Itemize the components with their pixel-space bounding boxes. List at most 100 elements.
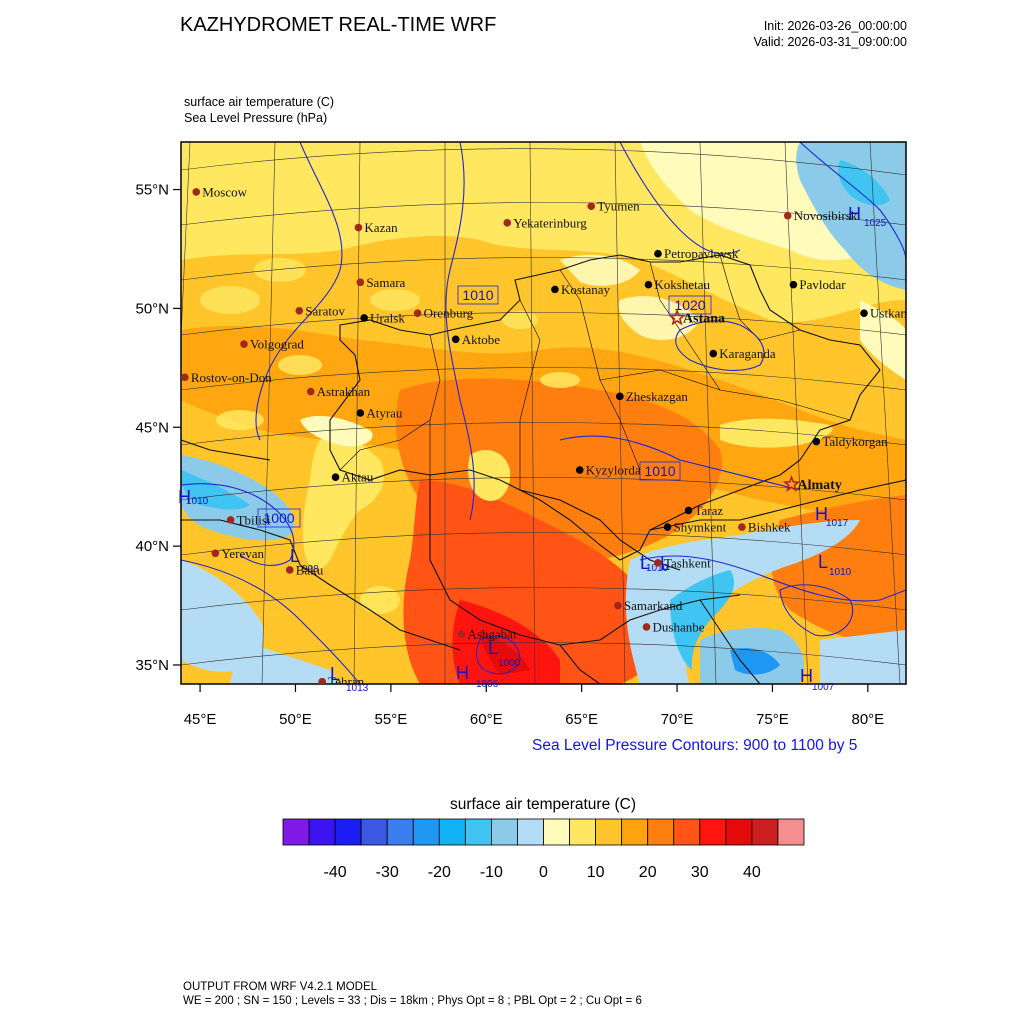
colorbar-swatch <box>308 818 336 846</box>
city-label: Almaty <box>798 478 842 493</box>
field-label-temperature: surface air temperature (C) <box>184 95 335 109</box>
city-dot <box>354 223 363 232</box>
lon-tick-label: 75°E <box>756 711 789 728</box>
city-label: Tyumen <box>597 199 640 214</box>
city-markers: Moscow Kazan Samara Saratov Volgograd Rostov-… <box>181 184 923 689</box>
city-dot <box>356 409 365 417</box>
capital-star-icon <box>668 308 686 326</box>
colorbar-swatch <box>412 818 440 846</box>
colorbar-label: -10 <box>480 864 503 881</box>
city-label: Taldykorgan <box>822 434 888 449</box>
city-dot <box>644 280 653 289</box>
colorbar-label: -20 <box>428 864 451 881</box>
city-label: Orenburg <box>424 306 474 321</box>
colorbar-label: 40 <box>743 864 761 881</box>
high-pressure-marker: H <box>456 663 469 683</box>
pressure-value-label: 1000 <box>498 658 521 669</box>
colorbar-swatch <box>282 818 310 846</box>
city-label: Saratov <box>305 303 345 318</box>
low-pressure-marker: L <box>660 554 670 574</box>
pressure-value-label: 1010 <box>829 567 852 578</box>
map-frame <box>180 141 907 685</box>
pressure-value-label: 1025 <box>864 218 887 229</box>
city-label: Taraz <box>695 503 724 518</box>
lon-tick-label: 50°E <box>279 711 312 728</box>
city-dot <box>318 677 326 684</box>
high-pressure-marker: H <box>800 666 813 686</box>
lat-tick-label: 50°N <box>135 300 169 317</box>
city-dot <box>642 623 651 631</box>
colorbar-label: 0 <box>539 864 548 881</box>
city-label: Yerevan <box>221 546 264 561</box>
lon-tick-label: 55°E <box>375 711 408 728</box>
lon-tick-label: 60°E <box>470 711 503 728</box>
low-pressure-marker: L <box>818 552 828 572</box>
city-label: Aktau <box>342 470 374 485</box>
high-pressure-marker: H <box>815 504 828 524</box>
footer-settings: WE = 200 ; SN = 150 ; Levels = 33 ; Dis … <box>183 995 642 1007</box>
colorbar: -40 -30 -20 -10 0 10 20 30 40 <box>282 818 805 881</box>
colorbar-swatch <box>777 818 805 846</box>
lat-tick-label: 45°N <box>135 419 169 436</box>
pressure-value-label: 1013 <box>346 683 369 694</box>
colorbar-swatch <box>386 818 414 846</box>
pressure-value-label: 1017 <box>826 518 849 529</box>
axis-ticks: 55°N 50°N 45°N 40°N 35°N 45°E 50°E 55°E 60°E 65°E… <box>135 182 884 728</box>
city-dot <box>551 285 559 294</box>
colorbar-title: surface air temperature (C) <box>449 796 637 813</box>
pressure-value-label: 1000 <box>263 510 294 526</box>
colorbar-label: -40 <box>324 864 347 881</box>
city-label: Tashkent <box>664 555 711 570</box>
pressure-value-label: 1006 <box>476 679 499 690</box>
city-dot <box>616 392 624 401</box>
graticule <box>181 142 906 684</box>
city-label: Kyzylorda <box>586 463 641 478</box>
city-label: Astana <box>683 311 725 326</box>
city-label: Atyrau <box>366 406 403 421</box>
city-dot <box>451 335 460 344</box>
city-label: Kostanay <box>561 282 611 297</box>
city-label: Baku <box>296 562 324 577</box>
city-label: Tbilisi <box>237 512 271 527</box>
high-pressure-marker: H <box>178 487 191 507</box>
city-label: Petropavlovsk <box>664 246 739 261</box>
city-dot <box>356 278 365 287</box>
city-dot <box>211 549 220 558</box>
colorbar-label: -30 <box>376 864 399 881</box>
city-dot <box>684 506 693 515</box>
lon-tick-label: 45°E <box>184 711 217 728</box>
colorbar-swatch <box>438 818 466 846</box>
city-dot <box>226 516 235 524</box>
city-dot <box>783 211 792 220</box>
city-label: Tehran <box>328 674 364 689</box>
low-pressure-marker: L <box>640 553 650 573</box>
city-label: Yekaterinburg <box>513 215 587 230</box>
pressure-value-label: 1020 <box>674 297 705 313</box>
city-dot <box>181 373 189 382</box>
city-dot <box>812 437 821 446</box>
colorbar-swatch <box>595 818 623 846</box>
city-dot <box>457 630 466 638</box>
lat-tick-label: 55°N <box>135 182 169 199</box>
city-dot <box>503 219 512 227</box>
city-dot <box>587 202 595 210</box>
init-time: Init: 2026-03-26_00:00:00 <box>763 19 907 33</box>
colorbar-swatch <box>751 818 779 846</box>
pressure-value-label: 998 <box>302 564 319 575</box>
pressure-value-label: 1010 <box>462 287 493 303</box>
lat-tick-label: 40°N <box>135 538 169 555</box>
pressure-value-label: 1010 <box>186 496 209 507</box>
pressure-value-label: 1010 <box>644 463 675 479</box>
footer-model: OUTPUT FROM WRF V4.2.1 MODEL <box>183 981 378 993</box>
city-dot <box>738 523 746 531</box>
city-label: Ustkamen <box>870 306 923 321</box>
city-dot <box>306 387 315 396</box>
pressure-labels: 1010 1020 1010 1000 1010 1010 1000 1017 1010 1025… <box>178 204 887 694</box>
field-label-pressure: Sea Level Pressure (hPa) <box>184 111 328 125</box>
high-pressure-marker: H <box>848 204 861 224</box>
city-dot <box>709 349 718 358</box>
low-pressure-marker: L <box>290 546 300 566</box>
lon-tick-label: 65°E <box>565 711 598 728</box>
city-dot <box>860 309 868 317</box>
city-dot <box>654 558 662 567</box>
